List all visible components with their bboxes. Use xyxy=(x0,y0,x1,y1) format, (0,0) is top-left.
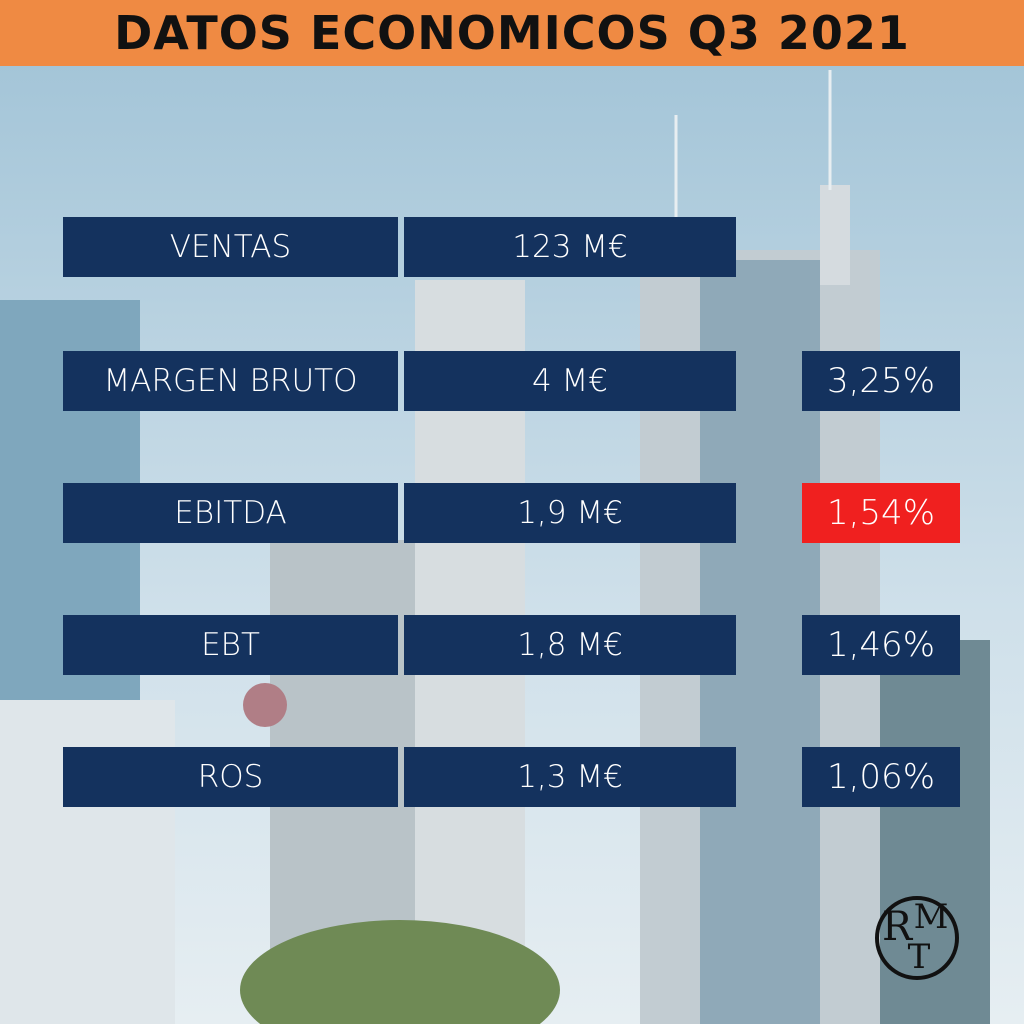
row-value: 4 M€ xyxy=(404,351,736,411)
row-percent: 1,06% xyxy=(802,747,960,807)
title: DATOS ECONOMICOS Q3 2021 xyxy=(0,0,1024,66)
row-value: 1,3 M€ xyxy=(404,747,736,807)
row-label: EBT xyxy=(63,615,398,675)
row-label: MARGEN BRUTO xyxy=(63,351,398,411)
row-value: 123 M€ xyxy=(404,217,736,277)
row-label: ROS xyxy=(63,747,398,807)
row-value: 1,8 M€ xyxy=(404,615,736,675)
row-percent: 1,46% xyxy=(802,615,960,675)
row-percent: 3,25% xyxy=(802,351,960,411)
row-label: EBITDA xyxy=(63,483,398,543)
row-percent: 1,54% xyxy=(802,483,960,543)
logo-letter: M xyxy=(914,897,949,937)
row-value: 1,9 M€ xyxy=(404,483,736,543)
logo: R MT xyxy=(882,897,949,977)
row-label: VENTAS xyxy=(63,217,398,277)
logo-letter: R xyxy=(882,904,914,950)
logo-letter: T xyxy=(908,937,931,977)
